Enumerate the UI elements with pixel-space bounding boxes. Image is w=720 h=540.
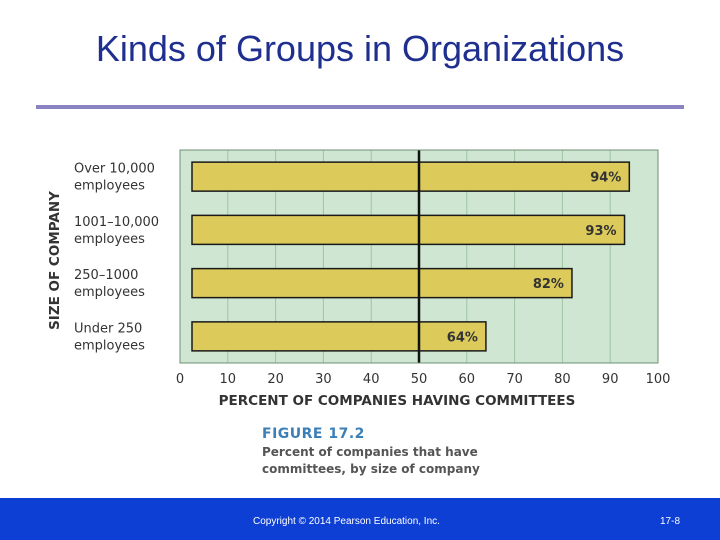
category-label: Under 250 [74, 321, 142, 336]
figure-description: Percent of companies that have committee… [262, 445, 480, 476]
figure-caption: FIGURE 17.2 Percent of companies that ha… [262, 426, 482, 478]
bar-value-label: 82% [533, 277, 564, 292]
figure-number: FIGURE 17.2 [262, 426, 365, 442]
bar [191, 267, 573, 299]
x-tick-label: 10 [220, 372, 237, 387]
title-divider [36, 105, 684, 109]
bar [191, 214, 626, 246]
category-label: Over 10,000 [74, 162, 155, 177]
x-tick-label: 90 [602, 372, 619, 387]
category-label: employees [74, 338, 145, 353]
footer-copyright: Copyright © 2014 Pearson Education, Inc. [253, 516, 440, 527]
slide-title: Kinds of Groups in Organizations [95, 28, 625, 69]
category-label: employees [74, 232, 145, 247]
x-tick-label: 0 [176, 372, 184, 387]
committees-bar-chart: 94% Over 10,000 employees 93% 1001–10,000 emp… [47, 149, 671, 409]
bar-value-label: 93% [585, 224, 616, 239]
x-tick-label: 50 [411, 372, 428, 387]
x-tick-label: 20 [267, 372, 284, 387]
x-tick-label: 60 [459, 372, 476, 387]
y-axis-label: SIZE OF COMPANY [47, 191, 63, 330]
x-tick-label: 70 [506, 372, 523, 387]
page-number: 17-8 [660, 516, 681, 527]
x-tick-label: 30 [315, 372, 332, 387]
bar-value-label: 64% [447, 330, 478, 345]
x-tick-label: 80 [554, 372, 571, 387]
x-axis-label: PERCENT OF COMPANIES HAVING COMMITTEES [219, 393, 576, 409]
category-label: employees [74, 179, 145, 194]
category-label: 1001–10,000 [74, 215, 159, 230]
footer-bar [0, 498, 720, 540]
x-tick-label: 100 [646, 372, 671, 387]
x-tick-label: 40 [363, 372, 380, 387]
bar-value-label: 94% [590, 171, 621, 186]
category-label: 250–1000 [74, 268, 138, 283]
bar [191, 161, 631, 192]
category-label: employees [74, 285, 145, 300]
bar [191, 321, 487, 352]
plot-border [179, 149, 659, 364]
